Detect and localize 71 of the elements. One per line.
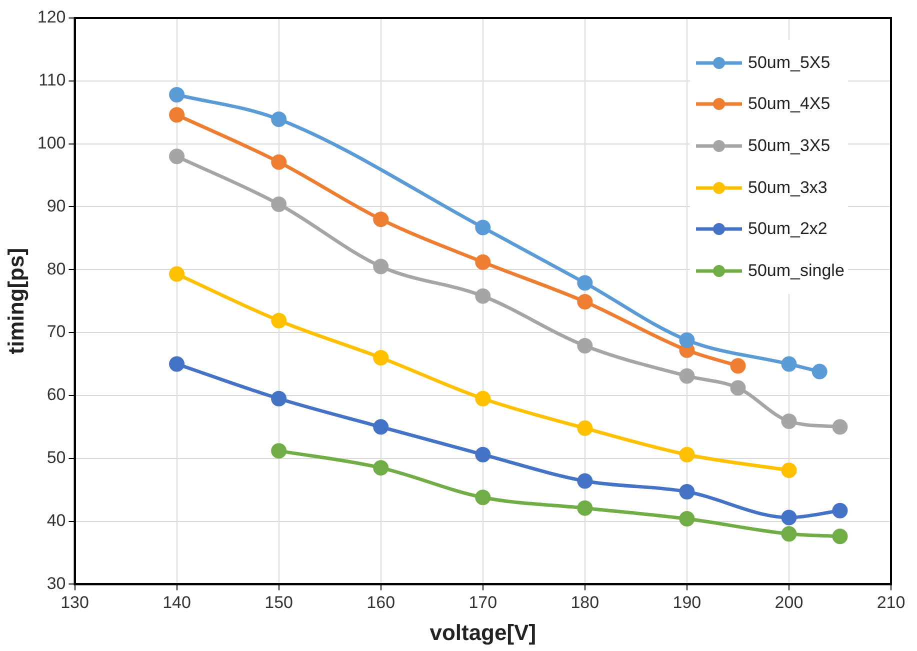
legend-label: 50um_4X5 [748, 94, 830, 114]
point [832, 502, 848, 518]
point [271, 112, 287, 128]
legend-label: 50um_3x3 [748, 178, 828, 198]
point [812, 364, 828, 380]
point [679, 511, 695, 527]
point [169, 107, 185, 123]
y-tick-label: 80 [46, 259, 66, 278]
point [475, 490, 491, 506]
point [781, 356, 797, 372]
point [577, 473, 593, 489]
x-tick-label: 180 [570, 593, 600, 612]
point [679, 484, 695, 500]
legend-label: 50um_5X5 [748, 52, 830, 73]
point [832, 419, 848, 435]
point [373, 350, 389, 366]
point [169, 356, 185, 372]
y-tick-label: 110 [38, 70, 66, 90]
point [679, 446, 695, 462]
point [679, 368, 695, 384]
x-tick-label: 170 [468, 593, 498, 612]
point [730, 358, 746, 374]
x-tick-label: 140 [162, 593, 191, 612]
point [577, 294, 593, 310]
point [475, 446, 491, 462]
point [475, 390, 491, 406]
point [169, 87, 185, 102]
point [577, 500, 593, 516]
y-tick-label: 60 [46, 385, 66, 404]
x-tick-label: 150 [264, 593, 294, 612]
y-tick-label: 120 [37, 8, 66, 27]
point [832, 528, 848, 544]
point [373, 460, 389, 476]
x-tick-label: 210 [876, 593, 906, 612]
y-tick-label: 70 [46, 322, 66, 342]
y-tick-label: 90 [46, 196, 66, 216]
point [169, 266, 185, 282]
point [781, 414, 797, 430]
point [475, 288, 491, 304]
point [577, 420, 593, 436]
x-tick-label: 160 [366, 593, 396, 612]
point [679, 332, 695, 348]
legend-label: 50um_2x2 [748, 219, 828, 240]
point [373, 258, 389, 274]
x-axis-title: voltage[V] [430, 620, 536, 645]
point [373, 419, 389, 435]
x-tick-label: 200 [774, 593, 804, 612]
point [373, 212, 389, 228]
point [781, 526, 797, 542]
y-tick-label: 40 [46, 510, 66, 530]
point [730, 380, 746, 396]
y-tick-label: 50 [46, 448, 66, 468]
point [475, 220, 491, 236]
point [271, 196, 287, 212]
y-tick-label: 30 [46, 574, 66, 593]
point [169, 148, 185, 164]
point [271, 390, 287, 406]
y-tick-label: 100 [37, 134, 66, 153]
x-tick-label: 190 [672, 593, 702, 612]
point [271, 443, 287, 459]
point [475, 254, 491, 270]
legend-label: 50um_single [748, 260, 844, 281]
y-axis-title: timing[ps] [3, 248, 28, 354]
point [271, 312, 287, 328]
legend-label: 50um_3X5 [748, 136, 830, 156]
point [781, 462, 797, 478]
point [577, 338, 593, 354]
point [781, 510, 797, 526]
point [271, 154, 287, 170]
point [577, 275, 593, 291]
x-tick-label: 130 [60, 593, 89, 612]
